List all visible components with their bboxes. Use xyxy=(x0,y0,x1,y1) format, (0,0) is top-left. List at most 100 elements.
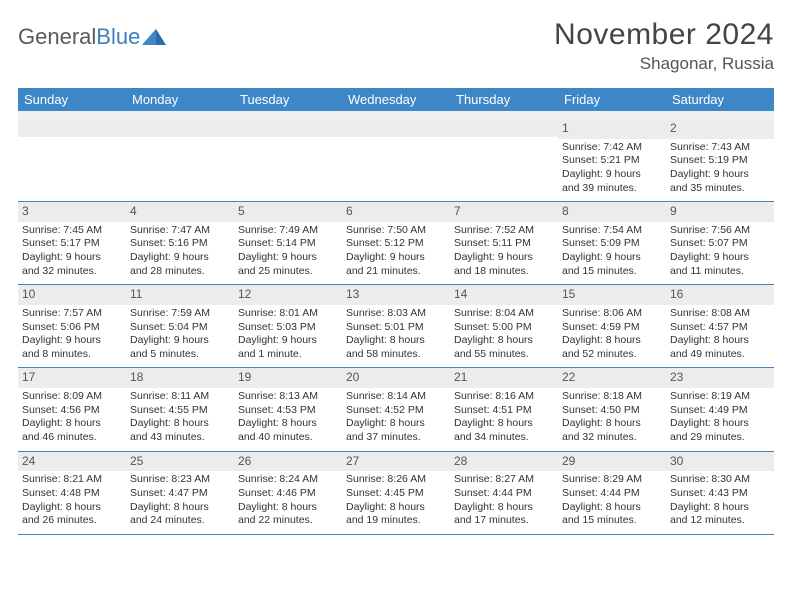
day-number: 1 xyxy=(558,119,666,139)
daylight-line: Daylight: 8 hours xyxy=(346,334,446,348)
week-row: 17Sunrise: 8:09 AMSunset: 4:56 PMDayligh… xyxy=(18,368,774,451)
daylight-line: Daylight: 9 hours xyxy=(454,251,554,265)
sunset-line: Sunset: 5:09 PM xyxy=(562,237,662,251)
day-number: 11 xyxy=(126,285,234,305)
day-cell: 8Sunrise: 7:54 AMSunset: 5:09 PMDaylight… xyxy=(558,202,666,284)
daylight-line: and 25 minutes. xyxy=(238,265,338,279)
sunset-line: Sunset: 5:07 PM xyxy=(670,237,770,251)
header: GeneralBlue November 2024 Shagonar, Russ… xyxy=(18,18,774,74)
day-cell: 11Sunrise: 7:59 AMSunset: 5:04 PMDayligh… xyxy=(126,285,234,367)
sunset-line: Sunset: 4:50 PM xyxy=(562,404,662,418)
daylight-line: Daylight: 9 hours xyxy=(22,334,122,348)
sunrise-line: Sunrise: 8:03 AM xyxy=(346,307,446,321)
day-cell xyxy=(342,119,450,201)
sunrise-line: Sunrise: 7:42 AM xyxy=(562,141,662,155)
day-cell: 10Sunrise: 7:57 AMSunset: 5:06 PMDayligh… xyxy=(18,285,126,367)
day-number: 2 xyxy=(666,119,774,139)
daylight-line: and 15 minutes. xyxy=(562,514,662,528)
daylight-line: Daylight: 9 hours xyxy=(22,251,122,265)
daylight-line: and 1 minute. xyxy=(238,348,338,362)
day-cell: 26Sunrise: 8:24 AMSunset: 4:46 PMDayligh… xyxy=(234,452,342,534)
daylight-line: Daylight: 9 hours xyxy=(562,251,662,265)
day-cell: 2Sunrise: 7:43 AMSunset: 5:19 PMDaylight… xyxy=(666,119,774,201)
sunset-line: Sunset: 4:44 PM xyxy=(562,487,662,501)
daylight-line: Daylight: 8 hours xyxy=(346,501,446,515)
daylight-line: and 24 minutes. xyxy=(130,514,230,528)
daylight-line: Daylight: 8 hours xyxy=(22,417,122,431)
daylight-line: and 40 minutes. xyxy=(238,431,338,445)
title-block: November 2024 Shagonar, Russia xyxy=(554,18,774,74)
daylight-line: and 8 minutes. xyxy=(22,348,122,362)
daylight-line: Daylight: 8 hours xyxy=(670,334,770,348)
day-cell: 3Sunrise: 7:45 AMSunset: 5:17 PMDaylight… xyxy=(18,202,126,284)
daylight-line: Daylight: 9 hours xyxy=(346,251,446,265)
day-number: 10 xyxy=(18,285,126,305)
sunset-line: Sunset: 5:14 PM xyxy=(238,237,338,251)
daylight-line: and 21 minutes. xyxy=(346,265,446,279)
sunset-line: Sunset: 4:55 PM xyxy=(130,404,230,418)
sunrise-line: Sunrise: 8:14 AM xyxy=(346,390,446,404)
day-cell: 27Sunrise: 8:26 AMSunset: 4:45 PMDayligh… xyxy=(342,452,450,534)
daylight-line: and 29 minutes. xyxy=(670,431,770,445)
day-cell: 20Sunrise: 8:14 AMSunset: 4:52 PMDayligh… xyxy=(342,368,450,450)
daylight-line: and 58 minutes. xyxy=(346,348,446,362)
day-cell: 23Sunrise: 8:19 AMSunset: 4:49 PMDayligh… xyxy=(666,368,774,450)
daylight-line: and 32 minutes. xyxy=(562,431,662,445)
weekday-sat: Saturday xyxy=(666,88,774,111)
daylight-line: Daylight: 8 hours xyxy=(238,417,338,431)
calendar: Sunday Monday Tuesday Wednesday Thursday… xyxy=(18,88,774,535)
logo-triangle-icon xyxy=(142,27,166,47)
sunset-line: Sunset: 5:04 PM xyxy=(130,321,230,335)
sunset-line: Sunset: 4:45 PM xyxy=(346,487,446,501)
weekday-sun: Sunday xyxy=(18,88,126,111)
empty-number-strip xyxy=(126,119,234,137)
day-number: 29 xyxy=(558,452,666,472)
day-number: 14 xyxy=(450,285,558,305)
day-cell: 5Sunrise: 7:49 AMSunset: 5:14 PMDaylight… xyxy=(234,202,342,284)
day-number: 28 xyxy=(450,452,558,472)
sunset-line: Sunset: 5:17 PM xyxy=(22,237,122,251)
sunset-line: Sunset: 4:43 PM xyxy=(670,487,770,501)
daylight-line: Daylight: 8 hours xyxy=(454,501,554,515)
daylight-line: and 37 minutes. xyxy=(346,431,446,445)
sunset-line: Sunset: 5:12 PM xyxy=(346,237,446,251)
week-row: 3Sunrise: 7:45 AMSunset: 5:17 PMDaylight… xyxy=(18,202,774,285)
day-number: 12 xyxy=(234,285,342,305)
daylight-line: and 32 minutes. xyxy=(22,265,122,279)
day-cell: 28Sunrise: 8:27 AMSunset: 4:44 PMDayligh… xyxy=(450,452,558,534)
week-row: 1Sunrise: 7:42 AMSunset: 5:21 PMDaylight… xyxy=(18,119,774,202)
sunrise-line: Sunrise: 8:19 AM xyxy=(670,390,770,404)
sunset-line: Sunset: 5:00 PM xyxy=(454,321,554,335)
day-number: 26 xyxy=(234,452,342,472)
daylight-line: Daylight: 8 hours xyxy=(562,417,662,431)
sunrise-line: Sunrise: 7:54 AM xyxy=(562,224,662,238)
daylight-line: and 12 minutes. xyxy=(670,514,770,528)
sunrise-line: Sunrise: 7:45 AM xyxy=(22,224,122,238)
day-cell: 6Sunrise: 7:50 AMSunset: 5:12 PMDaylight… xyxy=(342,202,450,284)
sunset-line: Sunset: 4:47 PM xyxy=(130,487,230,501)
sunrise-line: Sunrise: 7:57 AM xyxy=(22,307,122,321)
day-cell: 12Sunrise: 8:01 AMSunset: 5:03 PMDayligh… xyxy=(234,285,342,367)
week-row: 24Sunrise: 8:21 AMSunset: 4:48 PMDayligh… xyxy=(18,452,774,535)
sunset-line: Sunset: 4:48 PM xyxy=(22,487,122,501)
sunset-line: Sunset: 5:21 PM xyxy=(562,154,662,168)
daylight-line: and 43 minutes. xyxy=(130,431,230,445)
weeks-container: 1 Sunrise: 7:42 AMSunset: 5:21 PM Daylight… xyxy=(18,119,774,535)
day-number: 15 xyxy=(558,285,666,305)
sunset-line: Sunset: 4:52 PM xyxy=(346,404,446,418)
day-number: 17 xyxy=(18,368,126,388)
sunset-line: Sunset: 4:53 PM xyxy=(238,404,338,418)
empty-number-strip xyxy=(450,119,558,137)
day-number: 19 xyxy=(234,368,342,388)
daylight-line: Daylight: 8 hours xyxy=(670,417,770,431)
week-row: 10Sunrise: 7:57 AMSunset: 5:06 PMDayligh… xyxy=(18,285,774,368)
sunrise-line: Sunrise: 8:26 AM xyxy=(346,473,446,487)
sunrise-line: Sunrise: 8:08 AM xyxy=(670,307,770,321)
day-number: 7 xyxy=(450,202,558,222)
daylight-line: and 5 minutes. xyxy=(130,348,230,362)
sunrise-line: Sunrise: 8:24 AM xyxy=(238,473,338,487)
month-title: November 2024 xyxy=(554,18,774,52)
sunset-line: Sunset: 4:44 PM xyxy=(454,487,554,501)
day-cell: 29Sunrise: 8:29 AMSunset: 4:44 PMDayligh… xyxy=(558,452,666,534)
day-cell: 4Sunrise: 7:47 AMSunset: 5:16 PMDaylight… xyxy=(126,202,234,284)
